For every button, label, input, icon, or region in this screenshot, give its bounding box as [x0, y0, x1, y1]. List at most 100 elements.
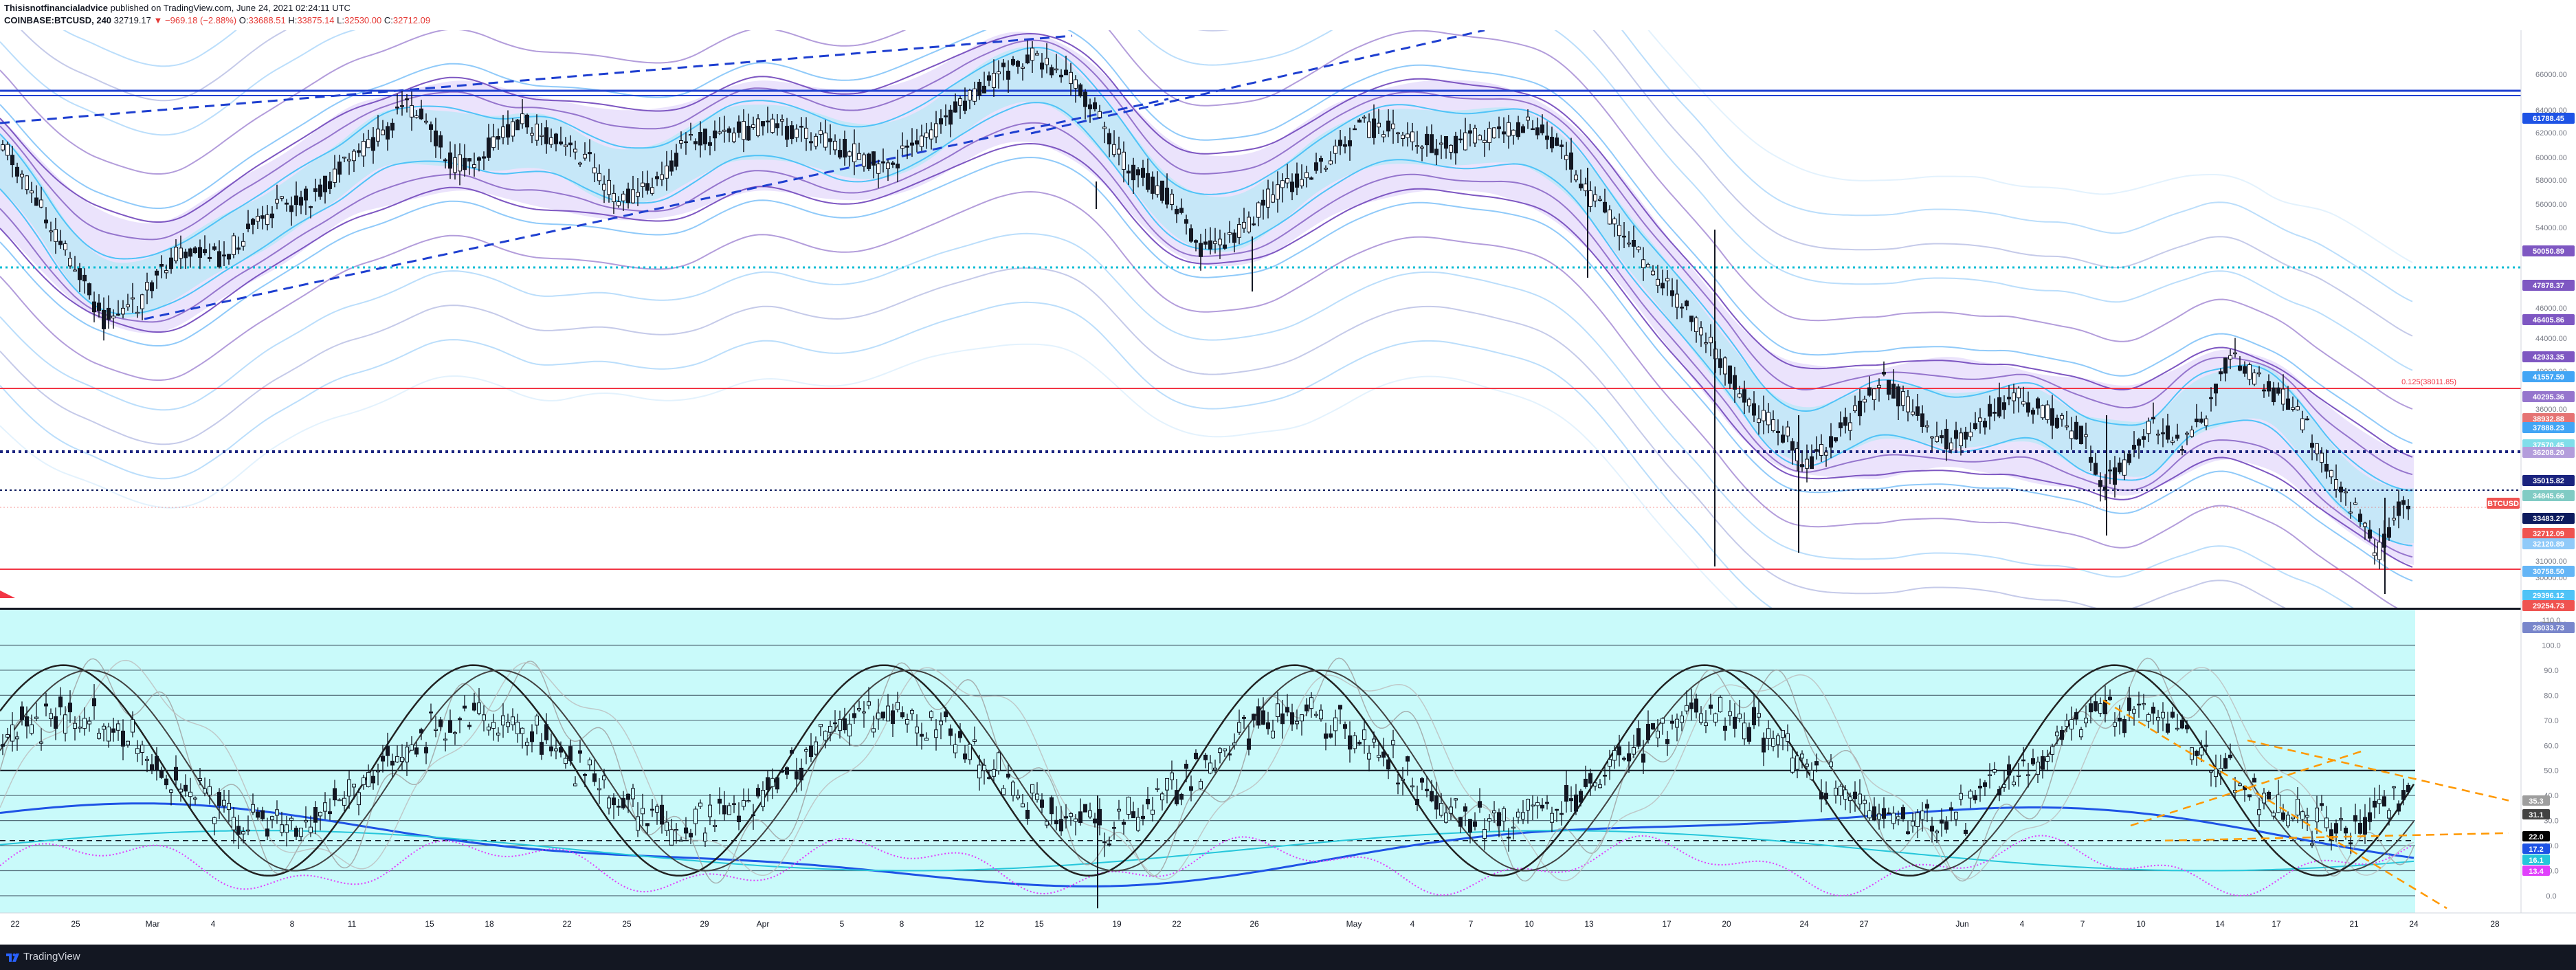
- price-candle: [1083, 89, 1087, 120]
- osc-candle-body: [1410, 785, 1414, 788]
- osc-candle-body: [256, 811, 260, 818]
- candle-body: [5, 144, 10, 156]
- candle-body: [737, 121, 741, 133]
- price-candle: [684, 132, 688, 155]
- price-label-bg: [2522, 490, 2575, 501]
- time-tick-label: 25: [71, 919, 80, 929]
- price-label: 32712.09: [2522, 528, 2575, 539]
- symbol-name[interactable]: COINBASE:BTCUSD, 240: [4, 15, 112, 25]
- candle-body: [1737, 393, 1742, 398]
- osc-candle: [135, 740, 140, 762]
- price-candle: [1651, 265, 1655, 276]
- candle-body: [1555, 137, 1559, 146]
- osc-orange-trend-1: [2247, 739, 2509, 802]
- candle-body: [30, 190, 34, 194]
- candle-body: [790, 125, 794, 140]
- price-label: 35015.82: [2522, 475, 2575, 486]
- price-label: 34845.66: [2522, 490, 2575, 501]
- osc-candle: [2276, 780, 2280, 813]
- price-axis[interactable]: [2521, 30, 2576, 913]
- price-candle: [703, 129, 707, 151]
- price-candle: [1636, 245, 1641, 253]
- osc-candle: [1665, 731, 1669, 756]
- osc-candle-body: [270, 816, 274, 820]
- price-candle: [920, 124, 924, 151]
- osc-candle-body: [1218, 748, 1222, 753]
- price-candle: [2122, 451, 2127, 481]
- osc-candle: [1925, 799, 1929, 822]
- osc-candle: [1449, 797, 1453, 820]
- candle-body: [2392, 518, 2396, 520]
- osc-candle: [68, 690, 72, 723]
- osc-candle: [1800, 750, 1804, 769]
- osc-candle-body: [1074, 818, 1078, 822]
- candle-body: [2017, 388, 2021, 399]
- price-label-bg: [2522, 513, 2575, 524]
- oscillator-pane[interactable]: [0, 610, 2415, 913]
- candle-body: [1300, 179, 1304, 186]
- candle-body: [256, 216, 260, 222]
- osc-candle-body: [448, 720, 452, 733]
- footer-brand[interactable]: TradingView: [23, 951, 80, 962]
- osc-candle-body: [2363, 817, 2367, 835]
- osc-candle-body: [198, 778, 202, 781]
- price-label-bg: [2522, 590, 2575, 601]
- candle-body: [621, 193, 625, 201]
- osc-candle: [1458, 817, 1463, 833]
- osc-candle-body: [1266, 722, 1270, 729]
- envelope-band-line: [20, 30, 2413, 337]
- osc-candle-body: [1550, 813, 1554, 823]
- price-candle: [1006, 60, 1010, 93]
- candle-body: [852, 143, 856, 162]
- candle-body: [1439, 142, 1443, 145]
- candle-body: [2055, 417, 2059, 428]
- candle-body: [929, 129, 933, 140]
- osc-candle-body: [1502, 808, 1506, 822]
- osc-candle: [2238, 782, 2242, 786]
- osc-candle-body: [1579, 791, 1583, 803]
- osc-candle: [2272, 810, 2276, 820]
- osc-candle-body: [804, 749, 808, 752]
- osc-candle-body: [703, 833, 707, 842]
- candle-body: [1887, 379, 1891, 395]
- price-candle: [1030, 41, 1034, 73]
- candle-body: [357, 150, 361, 153]
- osc-candle: [1940, 808, 1944, 837]
- price-candle: [126, 294, 130, 311]
- price-label: 41557.59: [2522, 371, 2575, 382]
- candle-body: [1949, 442, 1953, 450]
- osc-candle: [1935, 829, 1939, 844]
- osc-candle: [1463, 803, 1467, 826]
- price-candle: [1896, 384, 1900, 420]
- price-candle: [1410, 122, 1414, 151]
- candle-body: [1112, 144, 1116, 155]
- pane-separator[interactable]: [0, 608, 2576, 610]
- time-axis[interactable]: [0, 913, 2576, 945]
- osc-candle: [1661, 717, 1665, 735]
- osc-candle: [1704, 710, 1708, 734]
- price-candle: [1526, 109, 1530, 129]
- price-candle: [2190, 426, 2194, 438]
- price-candle: [1968, 422, 1973, 441]
- time-tick-label: 8: [900, 919, 904, 929]
- osc-candle-body: [2257, 809, 2261, 815]
- candle-body: [2247, 364, 2252, 380]
- osc-candle: [2401, 778, 2406, 806]
- chart-canvas[interactable]: 0.125(38011.85) 66000.0064000.0062000.00…: [0, 30, 2576, 945]
- price-candle: [1102, 122, 1107, 144]
- osc-candle-body: [852, 713, 856, 718]
- author-name[interactable]: Thisisnotfinancialadvice: [4, 3, 108, 13]
- price-candle: [1843, 408, 1847, 434]
- osc-candle-body: [458, 718, 462, 720]
- osc-candle: [1829, 754, 1833, 769]
- price-candle: [1733, 366, 1737, 403]
- candle-body: [1487, 128, 1491, 144]
- candle-body: [1247, 217, 1251, 232]
- candle-body: [2353, 503, 2357, 505]
- osc-candle-body: [1295, 720, 1299, 725]
- tradingview-logo-icon[interactable]: [5, 951, 21, 963]
- candle-body: [116, 313, 120, 316]
- price-candle: [2127, 450, 2131, 465]
- osc-candle-body: [2324, 817, 2329, 828]
- price-tick-label: 66000.00: [2535, 71, 2567, 79]
